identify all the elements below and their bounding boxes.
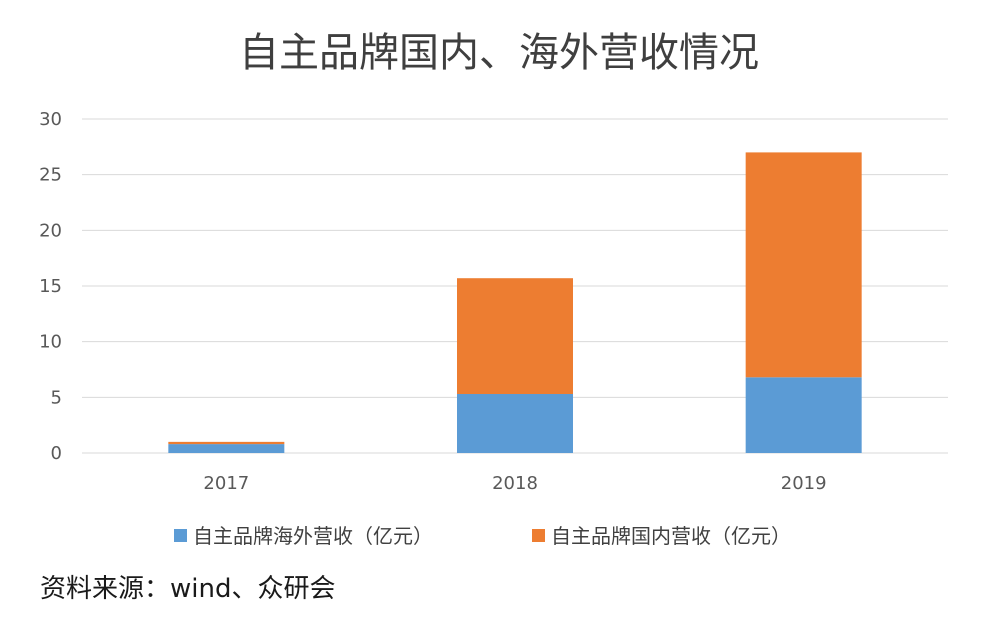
x-tick-label: 2018 [492, 473, 538, 494]
bars [168, 152, 862, 453]
y-axis-ticks: 0 5 10 15 20 25 30 [39, 109, 62, 464]
y-tick-label: 25 [39, 165, 62, 186]
legend-swatch [532, 529, 545, 542]
legend-swatch [174, 529, 187, 542]
y-tick-label: 20 [39, 220, 62, 241]
y-tick-label: 15 [39, 276, 62, 297]
bar-2019-series-1 [745, 152, 862, 378]
y-tick-label: 30 [39, 109, 62, 130]
x-tick-label: 2019 [781, 473, 827, 494]
bar-2017-series-0 [168, 444, 285, 453]
legend-label: 自主品牌国内营收（亿元） [551, 524, 791, 548]
y-tick-label: 10 [39, 332, 62, 353]
x-tick-label: 2017 [203, 473, 249, 494]
source-note: 资料来源：wind、众研会 [40, 574, 335, 604]
bar-2018-series-0 [457, 393, 573, 453]
chart-title: 自主品牌国内、海外营收情况 [239, 30, 759, 76]
x-axis-ticks: 2017 2018 2019 [203, 473, 826, 494]
legend-label: 自主品牌海外营收（亿元） [193, 524, 433, 548]
bar-2019-series-0 [745, 377, 862, 453]
legend: 自主品牌海外营收（亿元） 自主品牌国内营收（亿元） [174, 524, 791, 548]
y-tick-label: 0 [51, 443, 62, 464]
bar-2018-series-1 [457, 278, 573, 394]
y-tick-label: 5 [51, 387, 62, 408]
bar-2017-series-1 [168, 441, 285, 445]
